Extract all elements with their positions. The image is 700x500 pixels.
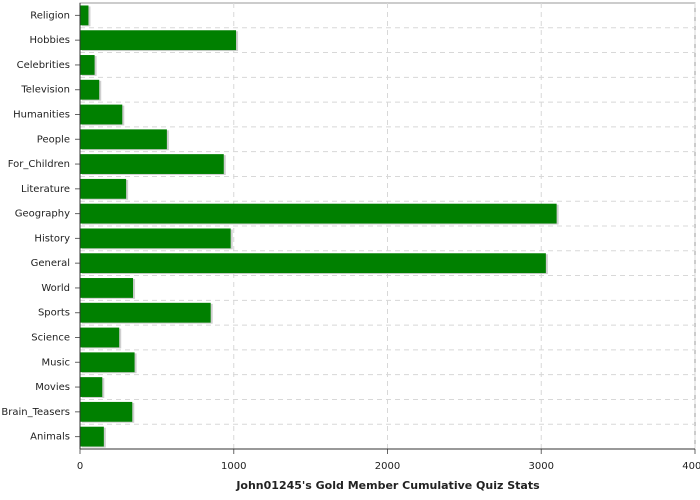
y-tick-label: Animals — [30, 432, 70, 443]
y-tick-label: Sports — [38, 308, 70, 319]
y-tick-label: Religion — [30, 10, 70, 21]
y-tick-label: World — [41, 283, 70, 294]
bar — [80, 104, 123, 125]
bar — [80, 178, 127, 199]
y-tick-label: Celebrities — [17, 60, 70, 71]
bar — [80, 203, 557, 224]
bar — [80, 426, 104, 447]
y-tick-label: For_Children — [8, 159, 70, 170]
x-tick-label: 0 — [77, 461, 83, 472]
y-tick-label: Geography — [15, 209, 70, 220]
bar — [80, 79, 100, 100]
x-tick-label: 1000 — [221, 461, 246, 472]
bar — [80, 55, 95, 75]
y-tick-label: Music — [42, 357, 70, 368]
bar — [80, 377, 103, 397]
bar — [80, 327, 120, 348]
y-tick-label: People — [37, 134, 70, 145]
y-tick-label: General — [31, 258, 70, 269]
y-tick-label: Hobbies — [30, 35, 70, 46]
y-tick-label: Literature — [21, 184, 70, 195]
y-tick-label: Humanities — [13, 110, 70, 121]
bar — [80, 5, 89, 26]
bar — [80, 154, 224, 174]
x-tick-label: 4000 — [682, 461, 700, 472]
bar — [80, 228, 231, 249]
y-tick-label: History — [34, 233, 70, 244]
bar — [80, 278, 134, 298]
bar — [80, 352, 135, 373]
y-tick-label: Science — [31, 333, 70, 344]
y-tick-label: Television — [20, 85, 70, 96]
y-tick-label: Brain_Teasers — [1, 407, 70, 418]
y-tick-label: Movies — [35, 382, 70, 393]
bar — [80, 253, 546, 274]
bar — [80, 129, 167, 150]
bar — [80, 30, 237, 51]
bar — [80, 302, 211, 323]
bar — [80, 401, 133, 422]
x-axis-title: John01245's Gold Member Cumulative Quiz … — [235, 479, 540, 492]
x-tick-label: 2000 — [375, 461, 400, 472]
x-tick-label: 3000 — [529, 461, 554, 472]
